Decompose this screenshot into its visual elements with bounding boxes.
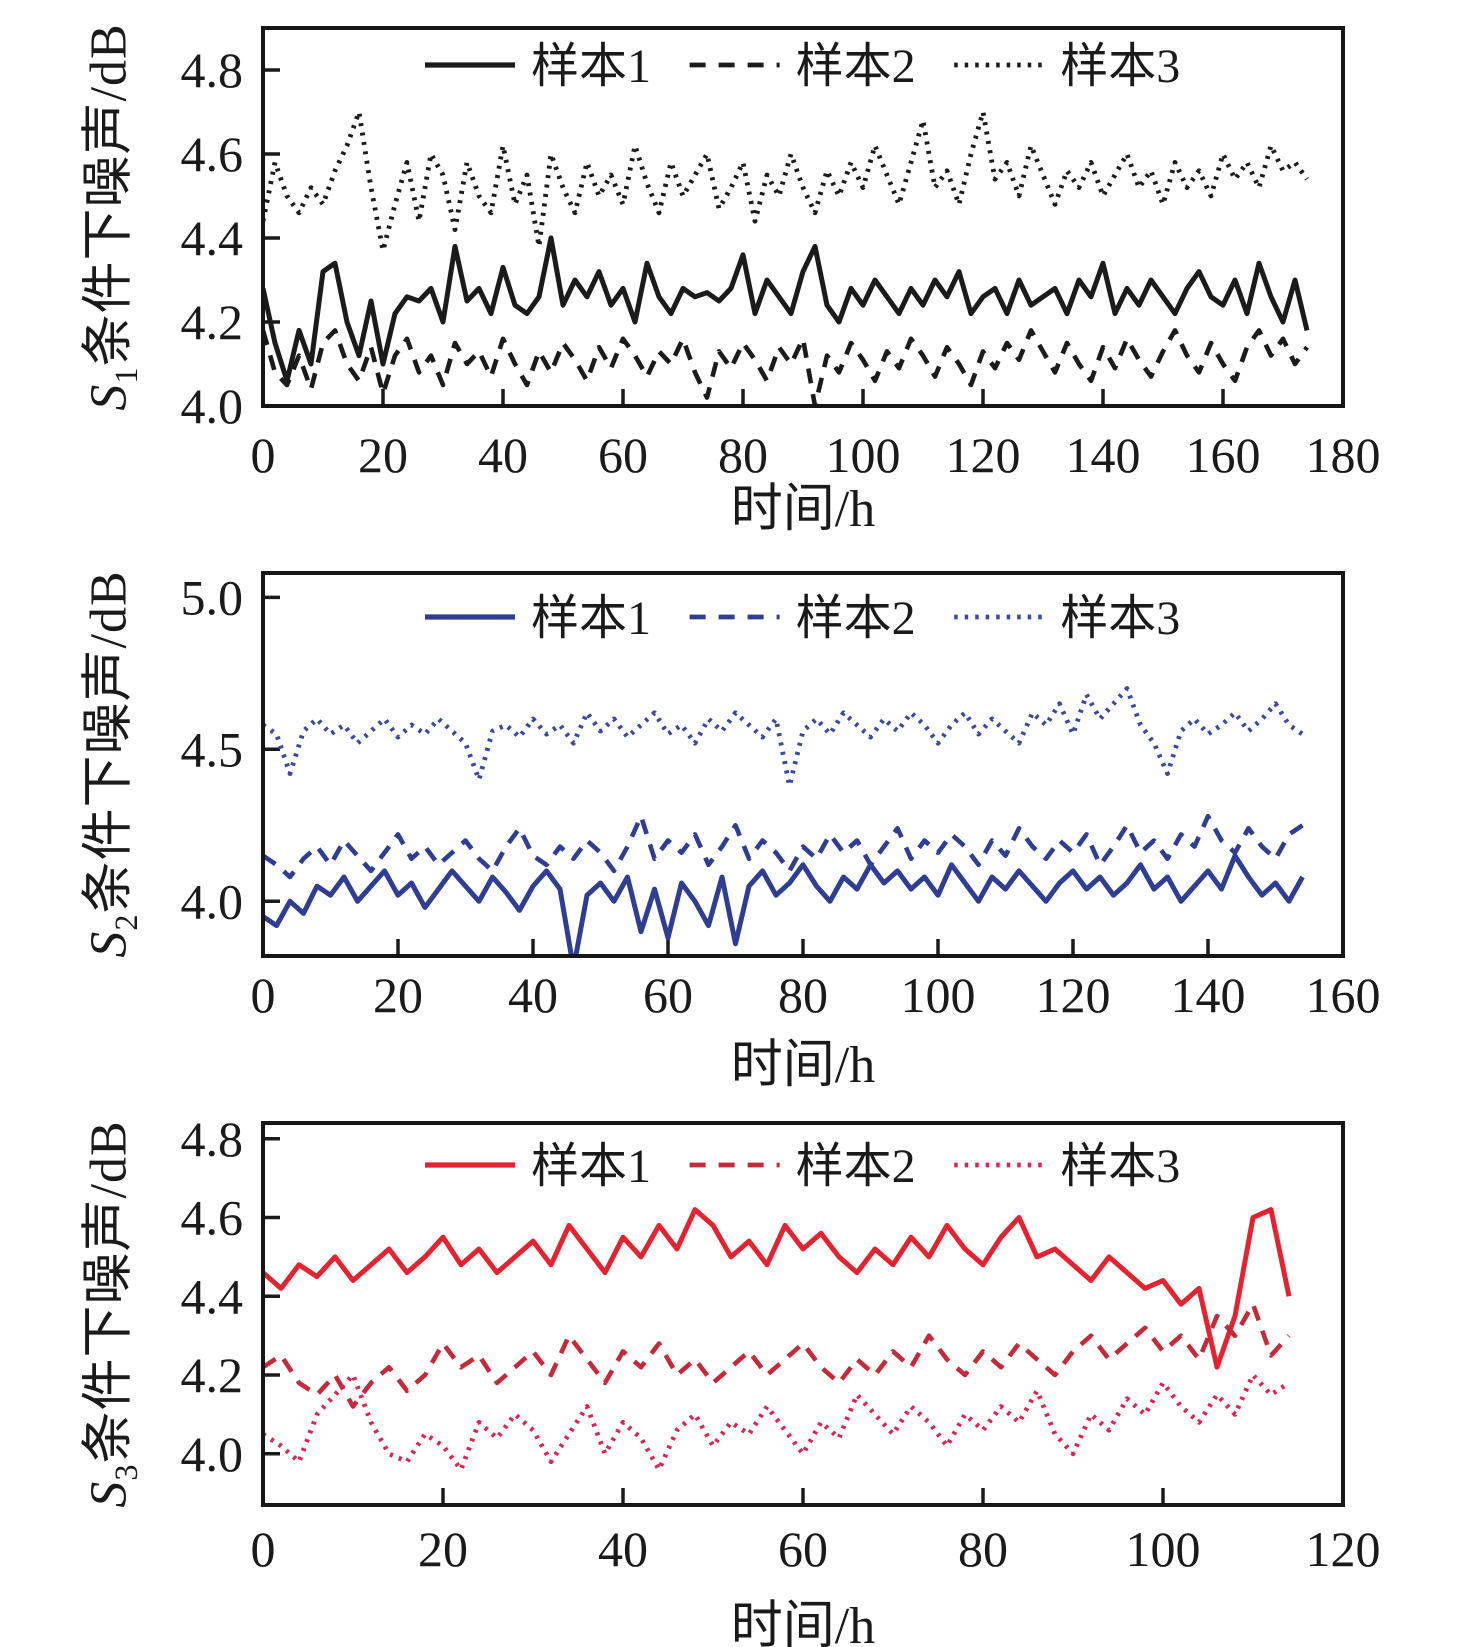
y-tick-label: 4.8 xyxy=(181,42,244,98)
x-tick-label: 40 xyxy=(598,1521,648,1577)
chart-s2-plot-frame xyxy=(261,571,1345,958)
chart-s2-plot: 4.0 4.5 5.0 0 20 40 60 80 100 120 140 160 样本1 样本2 样本3 xyxy=(0,530,1476,1075)
legend-label: 样本3 xyxy=(1060,1140,1180,1193)
x-tick-label: 20 xyxy=(358,427,408,483)
x-tick-label: 60 xyxy=(778,1521,828,1577)
legend-label: 样本2 xyxy=(796,40,916,93)
x-tick-label: 120 xyxy=(1036,967,1111,1023)
x-tick-label: 160 xyxy=(1306,967,1381,1023)
x-tick-label: 60 xyxy=(643,967,693,1023)
chart-block-s2: 4.0 4.5 5.0 0 20 40 60 80 100 120 140 160 样本1 样本2 样本3 … xyxy=(0,530,1476,1094)
chart-s2-series-2-dashed xyxy=(263,813,1304,880)
y-tick-label: 4.0 xyxy=(181,873,244,929)
legend-label: 样本1 xyxy=(531,40,651,93)
y-axis-title-text: 条件下噪声/dB xyxy=(80,23,138,367)
y-tick-label: 4.6 xyxy=(181,126,244,182)
chart-s3-y-axis-title: S3条件下噪声/dB xyxy=(66,1120,144,1508)
x-tick-label: 40 xyxy=(508,967,558,1023)
x-tick-label: 80 xyxy=(778,967,828,1023)
chart-s3-tick-labels: 4.0 4.2 4.4 4.6 4.8 0 20 40 60 80 100 120 xyxy=(181,1111,1381,1577)
chart-s1-x-axis-title: 时间/h xyxy=(730,481,876,538)
chart-s3-x-axis-title: 时间/h xyxy=(730,1598,876,1647)
chart-s1-tick-labels: 4.0 4.2 4.4 4.6 4.8 0 20 40 60 80 100 120 140 160 180 xyxy=(181,42,1381,483)
y-axis-variable-subscript: 1 xyxy=(107,366,144,384)
legend-label: 样本2 xyxy=(796,1140,916,1193)
chart-s3-legend: 样本1 样本2 样本3 xyxy=(425,1140,1180,1193)
chart-s2-tick-labels: 4.0 4.5 5.0 0 20 40 60 80 100 120 140 160 xyxy=(181,569,1381,1023)
y-tick-label: 4.0 xyxy=(181,378,244,434)
y-axis-title-text: 条件下噪声/dB xyxy=(80,570,138,914)
legend-label: 样本3 xyxy=(1060,40,1180,93)
chart-s1-plot-frame xyxy=(261,26,1345,408)
y-tick-label: 4.8 xyxy=(181,1111,244,1167)
chart-s2-legend: 样本1 样本2 样本3 xyxy=(425,592,1180,645)
chart-s1-series-2-dashed xyxy=(263,328,1309,406)
y-tick-label: 4.5 xyxy=(181,721,244,777)
x-tick-label: 140 xyxy=(1171,967,1246,1023)
y-axis-title-text: 条件下噪声/dB xyxy=(80,1120,138,1464)
chart-s3-series-3-dotted xyxy=(263,1372,1291,1473)
y-tick-label: 4.2 xyxy=(181,1347,244,1403)
y-axis-variable-subscript: 2 xyxy=(107,913,144,931)
x-tick-label: 40 xyxy=(478,427,528,483)
y-axis-variable: S xyxy=(80,930,138,958)
chart-s1-svg: 4.0 4.2 4.4 4.6 4.8 0 20 40 60 80 100 120 140 160 180 样… xyxy=(181,26,1381,483)
x-tick-label: 0 xyxy=(251,1521,276,1577)
x-tick-label: 100 xyxy=(1126,1521,1201,1577)
x-tick-label: 20 xyxy=(373,967,423,1023)
x-tick-label: 100 xyxy=(826,427,901,483)
x-tick-label: 120 xyxy=(946,427,1021,483)
x-tick-label: 120 xyxy=(1306,1521,1381,1577)
chart-block-s1: 4.0 4.2 4.4 4.6 4.8 0 20 40 60 80 100 120 140 160 180 样… xyxy=(0,0,1476,538)
x-tick-label: 180 xyxy=(1306,427,1381,483)
y-axis-variable: S xyxy=(80,1480,138,1508)
legend-label: 样本1 xyxy=(531,1140,651,1193)
y-tick-label: 4.4 xyxy=(181,210,244,266)
y-tick-label: 5.0 xyxy=(181,569,244,625)
legend-label: 样本2 xyxy=(796,592,916,645)
x-tick-label: 140 xyxy=(1066,427,1141,483)
y-tick-label: 4.0 xyxy=(181,1426,244,1482)
x-tick-label: 100 xyxy=(901,967,976,1023)
chart-s3-svg: 4.0 4.2 4.4 4.6 4.8 0 20 40 60 80 100 120 样本1 样本2 样本3 xyxy=(181,1111,1381,1577)
x-tick-label: 160 xyxy=(1186,427,1261,483)
y-tick-label: 4.2 xyxy=(181,294,244,350)
chart-s1-axis-ticks xyxy=(261,68,1345,408)
chart-s2-y-axis-title: S2条件下噪声/dB xyxy=(66,570,144,958)
y-tick-label: 4.6 xyxy=(181,1190,244,1246)
y-tick-label: 4.4 xyxy=(181,1268,244,1324)
chart-s1-series-1-solid xyxy=(263,235,1310,384)
legend-label: 样本3 xyxy=(1060,592,1180,645)
chart-s1-series-3-dotted xyxy=(263,109,1309,254)
y-axis-variable: S xyxy=(80,383,138,411)
chart-s3-series-1-solid xyxy=(263,1207,1292,1370)
chart-s1-plot: 4.0 4.2 4.4 4.6 4.8 0 20 40 60 80 100 120 140 160 180 样… xyxy=(0,0,1476,530)
chart-s3-series-2-dashed xyxy=(263,1301,1291,1409)
chart-s2-x-axis-title: 时间/h xyxy=(730,1037,876,1094)
x-tick-label: 0 xyxy=(251,967,276,1023)
x-tick-label: 60 xyxy=(598,427,648,483)
x-tick-label: 0 xyxy=(251,427,276,483)
chart-s1-y-axis-title: S1条件下噪声/dB xyxy=(66,23,144,411)
chart-s3-plot: 4.0 4.2 4.4 4.6 4.8 0 20 40 60 80 100 120 样本1 样本2 样本3 xyxy=(0,1075,1476,1647)
chart-s3-plot-frame xyxy=(261,1121,1345,1507)
chart-s2-series-1-solid xyxy=(263,853,1305,956)
chart-s1-legend: 样本1 样本2 样本3 xyxy=(425,40,1180,93)
legend-label: 样本1 xyxy=(531,592,651,645)
chart-s2-series-3-dotted xyxy=(263,686,1304,789)
chart-block-s3: 4.0 4.2 4.4 4.6 4.8 0 20 40 60 80 100 120 样本1 样本2 样本3 … xyxy=(0,1075,1476,1647)
x-tick-label: 80 xyxy=(958,1521,1008,1577)
y-axis-variable-subscript: 3 xyxy=(107,1463,144,1481)
x-tick-label: 20 xyxy=(418,1521,468,1577)
x-tick-label: 80 xyxy=(718,427,768,483)
chart-s2-svg: 4.0 4.5 5.0 0 20 40 60 80 100 120 140 160 样本1 样本2 样本3 xyxy=(181,569,1381,1023)
